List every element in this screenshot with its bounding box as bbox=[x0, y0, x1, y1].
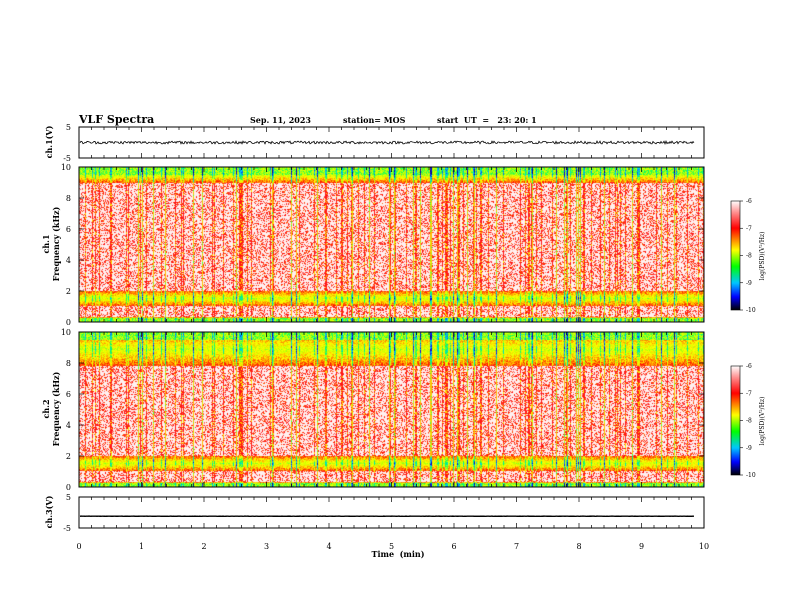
y-tick-label: 6 bbox=[66, 225, 71, 234]
figure-station: station= MOS bbox=[343, 115, 406, 125]
y-tick-label: 0 bbox=[66, 318, 71, 327]
x-axis-label: Time (min) bbox=[371, 549, 424, 559]
ch3-voltage-ylabel: ch.3(V) bbox=[44, 495, 54, 528]
ch1-colorbar-label: log(PSD)(V²/Hz) bbox=[759, 232, 766, 281]
colorbar-tick-label: -8 bbox=[746, 418, 752, 425]
ch1-ytick-bottom: -5 bbox=[63, 154, 71, 163]
x-tick-label: 9 bbox=[639, 542, 644, 551]
x-tick-label: 4 bbox=[326, 542, 331, 551]
colorbar-tick-label: -10 bbox=[746, 472, 756, 479]
y-tick-label: 2 bbox=[66, 287, 71, 296]
colorbar-tick-label: -7 bbox=[746, 390, 752, 397]
ch1-spectrogram-ylabel-channel: ch.1 bbox=[41, 234, 51, 253]
figure-start-time: start UT = 23: 20: 1 bbox=[437, 115, 537, 125]
ch1-spectrogram-ylabel-frequency: Frequency (kHz) bbox=[51, 206, 61, 281]
y-tick-label: 4 bbox=[66, 256, 71, 265]
ch2-spectrogram-ylabel-channel: ch.2 bbox=[41, 399, 51, 418]
ch2-spectrogram-image bbox=[79, 332, 704, 487]
ch1-colorbar: -6 -7 -8 -9 -10 log(PSD)(V²/Hz) bbox=[731, 198, 766, 314]
colorbar-tick-label: -8 bbox=[746, 253, 752, 260]
ch1-colorbar-ticks: -6 -7 -8 -9 -10 bbox=[740, 198, 756, 314]
ch2-spectrogram-panel: 0 2 4 6 8 10 ch.2 Frequency (kHz) bbox=[41, 328, 704, 492]
x-tick-label: 3 bbox=[264, 542, 269, 551]
x-tick-label: 1 bbox=[139, 542, 144, 551]
x-tick-label: 0 bbox=[76, 542, 81, 551]
ch3-voltage-xticks bbox=[79, 497, 704, 528]
colorbar-tick-label: -6 bbox=[746, 198, 752, 205]
colorbar-tick-label: -9 bbox=[746, 280, 752, 287]
figure-date: Sep. 11, 2023 bbox=[250, 115, 311, 125]
ch2-colorbar-ticks: -6 -7 -8 -9 -10 bbox=[740, 363, 756, 479]
figure-title: VLF Spectra bbox=[78, 113, 154, 126]
y-tick-label: 4 bbox=[66, 421, 71, 430]
y-tick-label: 0 bbox=[66, 483, 71, 492]
x-tick-label: 10 bbox=[699, 542, 709, 551]
ch2-colorbar: -6 -7 -8 -9 -10 log(PSD)(V²/Hz) bbox=[731, 363, 766, 479]
y-tick-label: 8 bbox=[66, 359, 71, 368]
y-tick-label: 10 bbox=[61, 328, 71, 337]
ch1-ytick-top: 5 bbox=[66, 123, 71, 132]
y-tick-label: 8 bbox=[66, 194, 71, 203]
colorbar-tick-label: -9 bbox=[746, 445, 752, 452]
y-tick-label: 6 bbox=[66, 390, 71, 399]
ch1-voltage-ylabel: ch.1(V) bbox=[44, 125, 54, 158]
colorbar-tick-label: -6 bbox=[746, 363, 752, 370]
ch2-colorbar-gradient bbox=[731, 366, 740, 475]
ch2-spectrogram-ylabel-frequency: Frequency (kHz) bbox=[51, 371, 61, 446]
ch3-ytick-bottom: -5 bbox=[63, 524, 71, 533]
ch1-voltage-trace bbox=[80, 141, 694, 144]
ch2-colorbar-label: log(PSD)(V²/Hz) bbox=[759, 397, 766, 446]
y-tick-label: 10 bbox=[61, 163, 71, 172]
x-tick-label: 7 bbox=[514, 542, 519, 551]
ch1-spectrogram-image bbox=[79, 167, 704, 322]
y-tick-label: 2 bbox=[66, 452, 71, 461]
colorbar-tick-label: -10 bbox=[746, 307, 756, 314]
ch3-voltage-panel: 5 -5 ch.3(V) bbox=[44, 493, 704, 533]
x-tick-label: 8 bbox=[576, 542, 581, 551]
x-tick-label: 6 bbox=[451, 542, 456, 551]
ch1-colorbar-gradient bbox=[731, 201, 740, 310]
ch1-voltage-panel: 5 -5 ch.1(V) bbox=[44, 123, 704, 163]
colorbar-tick-label: -7 bbox=[746, 225, 752, 232]
ch3-ytick-top: 5 bbox=[66, 493, 71, 502]
x-tick-label: 2 bbox=[201, 542, 206, 551]
ch1-spectrogram-panel: 0 2 4 6 8 10 ch.1 Frequency (kHz) bbox=[41, 163, 704, 327]
